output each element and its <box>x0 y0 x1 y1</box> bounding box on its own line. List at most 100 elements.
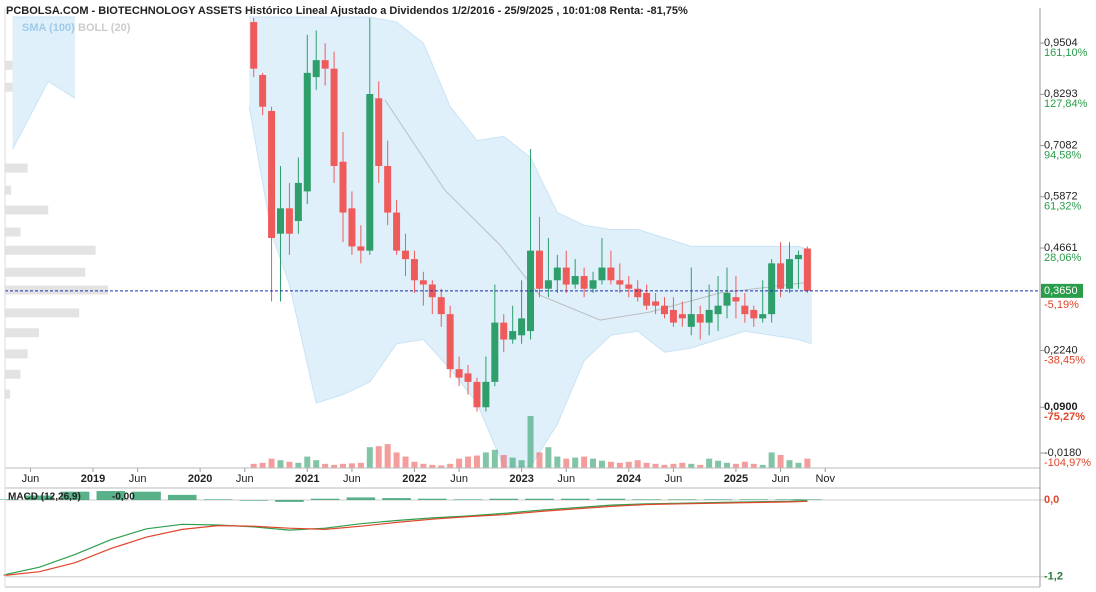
candle-body <box>348 208 356 247</box>
macd-histogram <box>25 495 54 500</box>
candle-body <box>366 94 374 251</box>
candle-body <box>250 22 258 69</box>
candle-body <box>696 314 704 323</box>
x-tick-label: 2024 <box>617 473 642 485</box>
volume-bar <box>697 464 704 468</box>
candle-body <box>562 267 570 285</box>
macd-histogram <box>668 499 697 500</box>
volume-bar <box>759 464 766 468</box>
x-tick-label: Jun <box>557 473 575 485</box>
volume-profile-bar <box>5 163 28 173</box>
x-tick-label: Jun <box>665 473 683 485</box>
x-tick-label: Jun <box>343 473 361 485</box>
macd-histogram <box>239 499 268 501</box>
volume-bar <box>393 452 400 468</box>
candle-body <box>491 322 499 382</box>
x-tick-label: Jun <box>450 473 468 485</box>
x-tick-label: 2021 <box>295 473 319 485</box>
volume-bar <box>741 461 748 468</box>
current-price-box <box>1041 283 1083 298</box>
volume-bar <box>447 463 454 468</box>
volume-bar <box>357 462 364 468</box>
volume-bar <box>438 465 445 468</box>
volume-bar <box>384 444 391 468</box>
y-pct-label: -75,27% <box>1044 411 1085 423</box>
candle-body <box>419 280 427 285</box>
macd-histogram <box>203 499 233 500</box>
volume-bar <box>563 458 570 468</box>
x-tick-label: 2020 <box>188 473 212 485</box>
volume-profile-bar <box>5 245 96 255</box>
volume-bar <box>250 463 257 468</box>
volume-bar <box>643 462 650 468</box>
candle-body <box>544 280 552 289</box>
candle-body <box>768 263 776 315</box>
candle-body <box>402 250 410 260</box>
candle-body <box>464 373 472 382</box>
candle-body <box>634 288 642 298</box>
y-pct-label: 161,10% <box>1044 47 1088 59</box>
candle-body <box>437 297 445 315</box>
macd-tick-label: 0,0 <box>1044 494 1059 506</box>
candle-body <box>393 212 401 251</box>
candle-body <box>678 314 686 319</box>
x-tick-label: Jun <box>236 473 254 485</box>
volume-bar <box>509 457 516 468</box>
volume-profile-bar <box>5 349 28 359</box>
volume-profile-bar <box>5 328 39 338</box>
volume-bar <box>715 460 722 468</box>
macd-line <box>3 500 808 577</box>
candle-body <box>535 250 543 289</box>
macd-histogram <box>346 497 376 500</box>
candle-body <box>652 301 660 306</box>
volume-profile-bar <box>5 389 11 399</box>
volume-bar <box>768 452 775 468</box>
volume-bar <box>554 456 561 468</box>
macd-histogram <box>382 498 411 500</box>
volume-bar <box>634 460 641 468</box>
candle-body <box>714 305 722 315</box>
candle-body <box>518 318 526 336</box>
volume-bar <box>732 463 739 468</box>
volume-bar <box>706 458 713 468</box>
volume-bar <box>625 461 632 468</box>
y-pct-label: 61,32% <box>1044 201 1082 213</box>
volume-bar <box>652 463 659 468</box>
candle-body <box>276 208 284 234</box>
candle-body <box>580 276 588 289</box>
x-tick-label: Jun <box>129 473 147 485</box>
volume-bar <box>465 456 472 468</box>
x-tick-label: Nov <box>815 473 835 485</box>
candle-body <box>625 284 633 289</box>
candle-body <box>384 165 392 213</box>
macd-histogram <box>632 499 661 500</box>
volume-bar <box>750 463 757 468</box>
x-tick-label: 2023 <box>509 473 533 485</box>
y-pct-label: 127,84% <box>1044 98 1088 110</box>
candle-body <box>669 309 677 323</box>
macd-histogram <box>453 499 483 500</box>
volume-bar <box>313 460 320 468</box>
y-tick-label: 0,2240 <box>1044 344 1078 356</box>
y-tick-label: 0,9504 <box>1044 37 1078 49</box>
volume-bar <box>491 449 498 468</box>
volume-bar <box>402 456 409 468</box>
candle-body <box>589 280 597 289</box>
chart-title: PCBOLSA.COM - BIOTECHNOLOGY ASSETS Histó… <box>6 5 688 17</box>
bollinger-fill <box>12 17 76 150</box>
volume-bar <box>366 447 373 468</box>
candle-body <box>553 267 561 281</box>
volume-bar <box>375 446 382 468</box>
candle-body <box>616 280 624 285</box>
candle-body <box>285 208 293 234</box>
volume-bar <box>277 460 284 468</box>
macd-histogram <box>96 491 126 500</box>
candle-body <box>794 254 802 260</box>
volume-profile-bar <box>5 285 108 295</box>
volume-bar <box>482 452 489 468</box>
macd-histogram <box>60 491 90 500</box>
x-tick-label: 2019 <box>81 473 105 485</box>
x-tick-label: Jun <box>772 473 790 485</box>
